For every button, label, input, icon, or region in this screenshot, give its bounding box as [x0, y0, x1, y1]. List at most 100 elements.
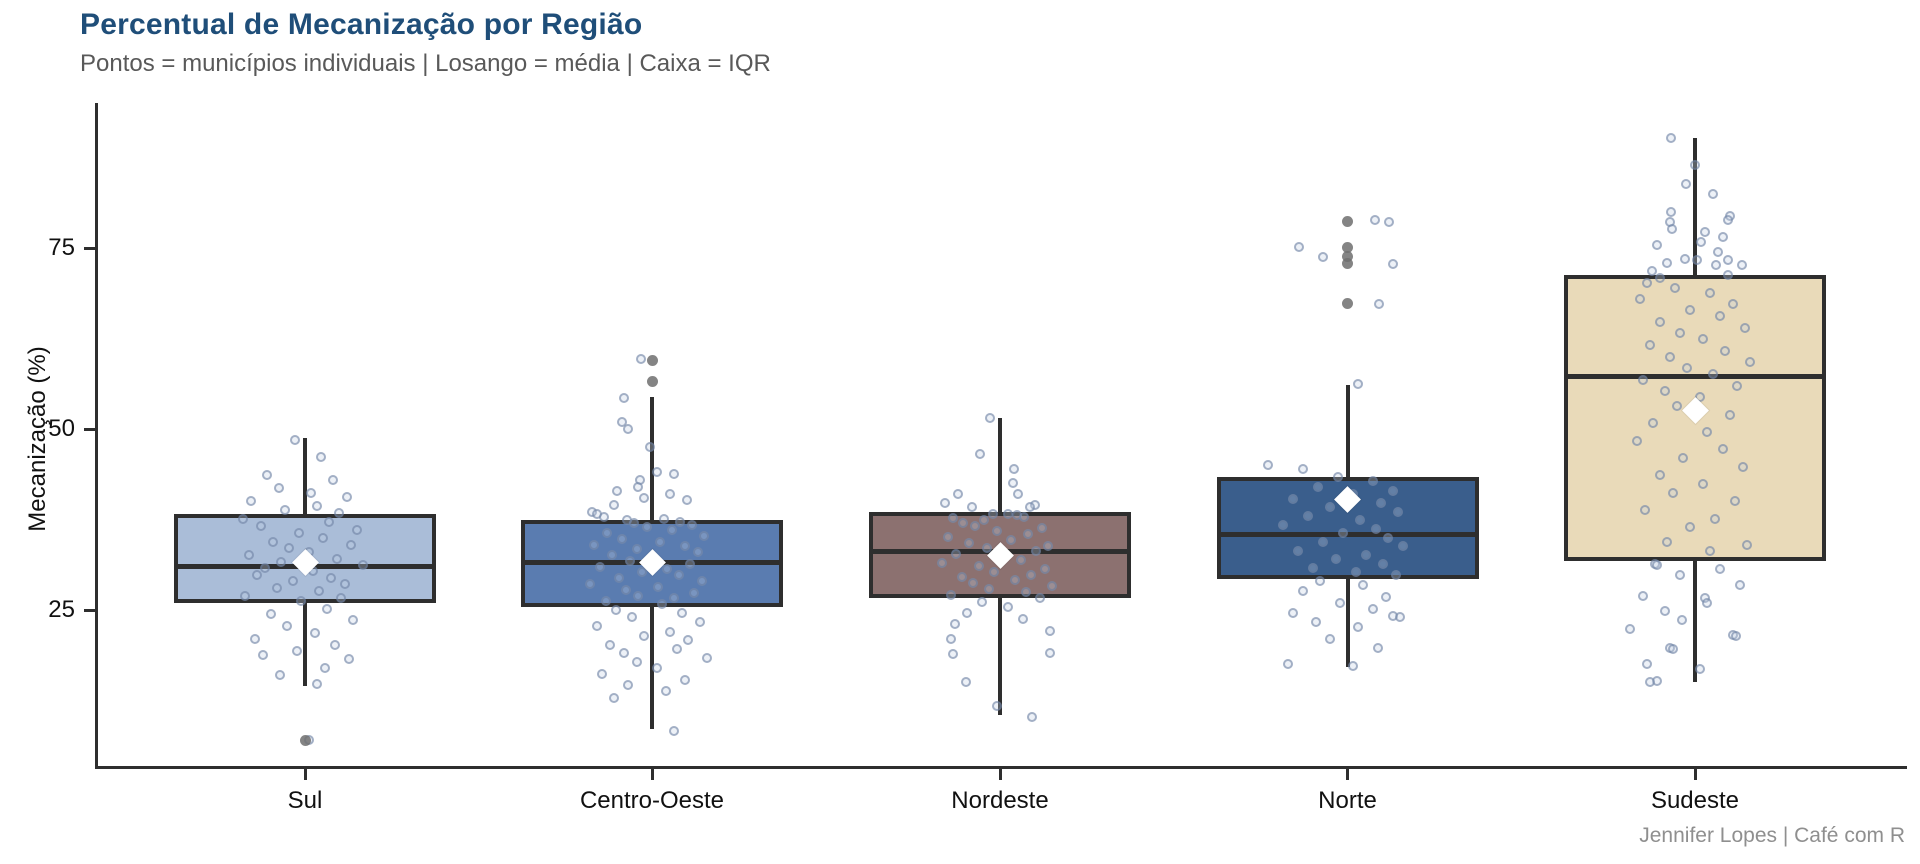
jitter-point — [970, 521, 980, 532]
jitter-point — [599, 512, 609, 523]
jitter-point — [1698, 334, 1708, 345]
jitter-point — [1638, 590, 1648, 601]
jitter-point — [680, 674, 690, 685]
jitter-point — [1025, 502, 1035, 513]
jitter-point — [1690, 160, 1700, 171]
jitter-point — [246, 496, 256, 507]
jitter-point — [674, 570, 684, 581]
jitter-point — [1035, 593, 1045, 604]
jitter-point — [602, 528, 612, 539]
jitter-point — [262, 470, 272, 481]
jitter-point — [1045, 625, 1055, 636]
jitter-point — [1375, 497, 1386, 508]
jitter-point — [1667, 224, 1677, 235]
jitter-point — [294, 528, 304, 539]
jitter-point — [659, 513, 669, 524]
jitter-point — [1715, 564, 1725, 575]
jitter-point — [342, 492, 352, 503]
jitter-point — [312, 500, 322, 511]
jitter-point — [280, 505, 290, 516]
jitter-point — [1023, 528, 1033, 539]
jitter-point — [1682, 363, 1692, 374]
jitter-point — [1678, 452, 1688, 463]
y-axis-tick — [84, 246, 95, 250]
jitter-point — [984, 584, 994, 594]
jitter-point — [322, 603, 332, 614]
jitter-point — [1655, 470, 1665, 481]
jitter-point — [957, 572, 967, 583]
jitter-point — [695, 616, 705, 627]
jitter-point — [1297, 586, 1308, 597]
x-axis-tick — [998, 769, 1002, 780]
jitter-point — [985, 413, 995, 424]
jitter-point — [1737, 260, 1747, 271]
jitter-point — [1350, 567, 1361, 578]
jitter-point — [1013, 489, 1023, 500]
jitter-point — [1043, 540, 1053, 551]
jitter-point — [992, 526, 1002, 537]
outlier-point — [646, 376, 658, 388]
jitter-point — [1738, 461, 1748, 472]
jitter-point — [288, 576, 298, 587]
jitter-point — [653, 581, 663, 592]
jitter-point — [1282, 659, 1293, 670]
jitter-point — [665, 489, 675, 500]
jitter-point — [632, 544, 642, 555]
jitter-point — [992, 701, 1002, 712]
jitter-point — [318, 532, 328, 543]
jitter-point — [1354, 515, 1365, 526]
jitter-point — [669, 468, 679, 479]
jitter-point — [275, 670, 285, 681]
jitter-point — [948, 649, 958, 660]
jitter-point — [1635, 293, 1645, 304]
jitter-point — [1720, 345, 1730, 356]
jitter-point — [316, 451, 326, 462]
jitter-point — [260, 563, 270, 573]
jitter-point — [1668, 487, 1678, 498]
jitter-point — [1373, 298, 1384, 309]
jitter-point — [1718, 444, 1728, 455]
jitter-point — [1700, 227, 1710, 238]
jitter-point — [974, 560, 984, 571]
jitter-point — [1397, 541, 1408, 552]
jitter-point — [1337, 528, 1348, 539]
jitter-point — [1695, 664, 1705, 675]
jitter-point — [1347, 661, 1358, 672]
jitter-point — [943, 531, 953, 542]
jitter-point — [657, 599, 667, 610]
median-norte — [1220, 532, 1475, 538]
jitter-point — [1040, 563, 1050, 574]
jitter-point — [617, 534, 627, 545]
jitter-point — [1380, 591, 1391, 602]
jitter-point — [612, 485, 622, 496]
chart-title: Percentual de Mecanização por Região — [80, 8, 643, 41]
jitter-point — [1718, 232, 1728, 243]
jitter-point — [1662, 258, 1672, 269]
jitter-point — [619, 648, 629, 659]
outlier-point — [1342, 215, 1353, 227]
jitter-point — [1696, 237, 1706, 248]
jitter-point — [1382, 532, 1393, 543]
jitter-point — [1027, 712, 1037, 723]
y-tick-label: 75 — [48, 234, 75, 261]
jitter-point — [982, 543, 992, 554]
jitter-point — [1019, 511, 1029, 522]
jitter-point — [680, 541, 690, 552]
jitter-point — [1330, 554, 1341, 565]
jitter-point — [1357, 580, 1368, 591]
jitter-point — [1377, 558, 1388, 569]
jitter-point — [1675, 328, 1685, 339]
jitter-point — [968, 578, 978, 589]
jitter-point — [1387, 485, 1398, 496]
jitter-point — [1655, 316, 1665, 327]
jitter-point — [1670, 282, 1680, 293]
jitter-point — [1009, 463, 1019, 474]
jitter-point — [1277, 519, 1288, 530]
jitter-point — [1352, 622, 1363, 633]
jitter-point — [1723, 269, 1733, 280]
jitter-point — [320, 662, 330, 673]
x-axis-tick — [303, 769, 307, 780]
jitter-point — [344, 654, 354, 665]
jitter-point — [1352, 379, 1363, 390]
jitter-point — [312, 678, 322, 689]
